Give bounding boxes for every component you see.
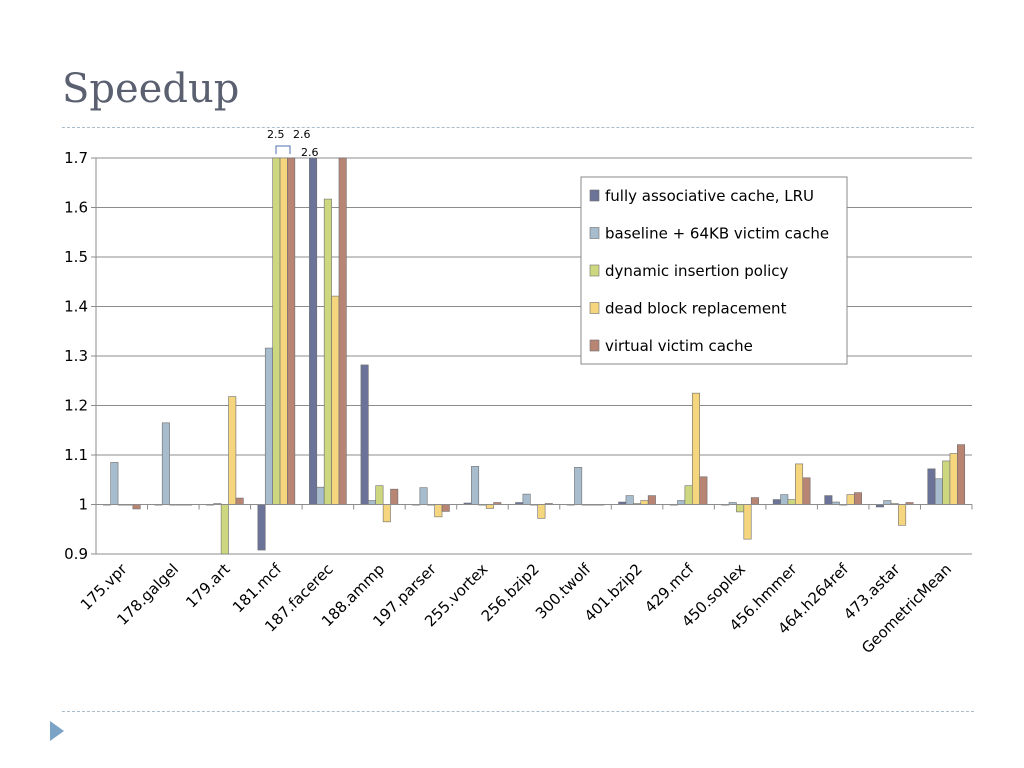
- bar: [434, 504, 443, 518]
- annotation-bracket: [275, 145, 291, 154]
- bar: [846, 494, 855, 505]
- bar: [677, 500, 686, 505]
- bar: [691, 392, 700, 505]
- bar: [625, 495, 634, 505]
- bar: [309, 157, 318, 505]
- bar: [787, 499, 796, 505]
- bar: [949, 453, 958, 505]
- bar: [257, 504, 266, 551]
- legend-swatch: [589, 227, 600, 239]
- legend-label: dynamic insertion policy: [605, 262, 789, 280]
- bar: [942, 460, 951, 505]
- bar: [161, 422, 170, 505]
- bar: [699, 476, 708, 505]
- bar: [647, 495, 656, 505]
- bar: [264, 347, 273, 505]
- footer-divider: [62, 711, 974, 712]
- x-tick-label: 179.art: [182, 560, 233, 611]
- y-tick-label: 1.7: [64, 149, 88, 167]
- bar: [471, 466, 480, 505]
- legend: fully associative cache, LRU baseline + 6…: [580, 176, 848, 365]
- bar: [382, 504, 391, 523]
- slide-title: Speedup: [62, 66, 240, 112]
- annotation-label: 2.6: [293, 128, 311, 141]
- y-tick-label: 1.2: [64, 397, 88, 415]
- annotation-label: 2.6: [301, 146, 319, 159]
- bar: [522, 493, 531, 505]
- bar: [390, 488, 399, 505]
- bar: [375, 485, 384, 505]
- clipped-value-annotations: 2.5 2.6 2.6: [267, 128, 319, 159]
- bar: [772, 499, 781, 505]
- bar: [441, 504, 450, 512]
- bar: [331, 295, 340, 505]
- bar: [883, 500, 892, 505]
- bar: [287, 157, 296, 505]
- annotation-label: 2.5: [267, 128, 285, 141]
- y-tick-label: 1.1: [64, 446, 88, 464]
- bar: [934, 478, 943, 505]
- x-axis: [95, 504, 973, 510]
- title-divider: [62, 127, 974, 128]
- y-tick-label: 1: [78, 496, 88, 514]
- bar: [957, 444, 966, 505]
- bar: [235, 497, 244, 505]
- y-axis-ticks: 0.9 1 1.1 1.2 1.3 1.4 1.5 1.6 1.7: [64, 149, 97, 563]
- bar: [640, 500, 649, 505]
- legend-label: dead block replacement: [605, 300, 787, 318]
- legend-label: virtual victim cache: [605, 337, 753, 355]
- x-tick-label: GeometricMean: [858, 560, 955, 657]
- legend-label: fully associative cache, LRU: [605, 187, 814, 205]
- bar: [853, 492, 862, 505]
- bar: [110, 462, 119, 505]
- bar: [574, 467, 583, 505]
- bar: [780, 494, 789, 505]
- bar: [368, 500, 377, 505]
- bar: [279, 157, 288, 505]
- legend-swatch: [589, 302, 600, 314]
- y-tick-label: 1.6: [64, 199, 88, 217]
- bar: [824, 495, 833, 505]
- legend-swatch: [589, 339, 600, 352]
- bar: [360, 364, 369, 505]
- bar: [927, 468, 936, 505]
- y-tick-label: 1.3: [64, 347, 88, 365]
- bar: [898, 504, 907, 526]
- bar: [272, 157, 281, 505]
- legend-label: baseline + 64KB victim cache: [605, 225, 829, 243]
- y-tick-label: 0.9: [64, 545, 88, 563]
- bar: [537, 504, 546, 519]
- bar: [316, 486, 325, 505]
- bar: [795, 463, 804, 505]
- bar: [684, 485, 693, 505]
- bar: [736, 504, 745, 513]
- speedup-chart: 0.9 1 1.1 1.2 1.3 1.4 1.5 1.6 1.7 175.vpr178.gal…: [64, 128, 973, 658]
- bar: [132, 504, 141, 510]
- next-slide-arrow-icon[interactable]: [50, 721, 64, 741]
- legend-swatch: [589, 264, 600, 277]
- bar: [802, 477, 811, 505]
- legend-box: [580, 176, 848, 365]
- y-tick-label: 1.4: [64, 298, 88, 316]
- bar: [419, 487, 428, 505]
- bar: [750, 497, 759, 505]
- bar: [323, 198, 332, 505]
- bar: [338, 157, 347, 505]
- bar: [228, 396, 237, 505]
- bar: [743, 504, 752, 540]
- legend-swatch: [589, 189, 600, 202]
- y-tick-label: 1.5: [64, 248, 88, 266]
- bar: [220, 504, 229, 555]
- bar: [485, 504, 494, 509]
